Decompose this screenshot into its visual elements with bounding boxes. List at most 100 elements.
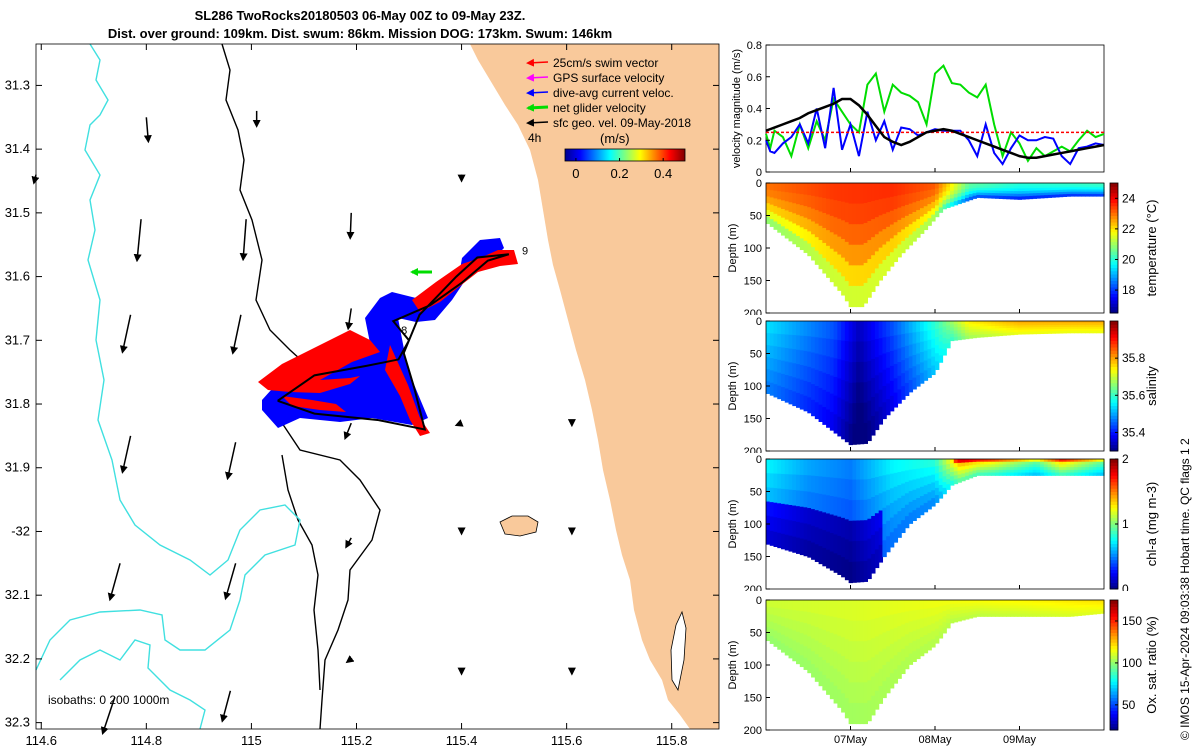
section-cell <box>1002 605 1007 609</box>
section-cell <box>987 472 992 476</box>
section-cell <box>792 223 797 235</box>
section-colorbar-segment <box>1110 257 1118 262</box>
section-cell <box>916 629 921 640</box>
section-cell <box>935 210 940 218</box>
section-cell <box>983 467 989 471</box>
section-cell <box>1096 322 1101 326</box>
section-cell <box>844 202 850 223</box>
section-cell <box>1047 194 1053 198</box>
section-cell <box>976 613 981 617</box>
section-cell <box>1006 321 1011 324</box>
section-cell <box>829 551 835 571</box>
section-cell <box>1010 467 1015 471</box>
section-cell <box>1025 472 1030 476</box>
section-cell <box>833 200 838 218</box>
section-cell <box>844 658 850 680</box>
section-cell <box>916 459 921 470</box>
current-vector-arrow <box>239 219 248 262</box>
section-cell <box>848 244 853 266</box>
section-cell <box>1073 469 1079 474</box>
section-cell <box>833 600 838 618</box>
section-cell <box>897 348 902 363</box>
section-cell <box>848 561 853 584</box>
section-cell <box>980 610 985 615</box>
section-cell <box>931 183 936 190</box>
section-cell <box>1096 469 1101 474</box>
section-cell <box>968 468 974 473</box>
section-cell <box>961 469 966 475</box>
section-cell <box>769 607 775 616</box>
section-cell <box>953 193 959 199</box>
section-cell <box>833 617 838 635</box>
section-cell <box>1021 321 1026 324</box>
section-cell <box>953 183 959 188</box>
section-cell <box>893 335 899 351</box>
section-cell <box>897 626 902 640</box>
section-cell <box>946 325 951 331</box>
section-cell <box>818 642 823 658</box>
section-cell <box>826 230 831 247</box>
section-cell <box>848 682 853 704</box>
section-cell <box>856 382 861 404</box>
section-cell <box>923 467 929 478</box>
section-cell <box>856 702 861 725</box>
section-cell <box>1092 185 1098 188</box>
section-cell <box>1092 469 1098 474</box>
section-cell <box>995 461 1000 466</box>
section-cell <box>777 518 782 534</box>
section-cell <box>781 608 786 618</box>
section-colorbar-segment <box>1110 382 1118 387</box>
section-cell <box>935 194 940 201</box>
section-cell <box>818 240 823 255</box>
section-cell <box>942 464 947 472</box>
section-cell <box>837 497 842 518</box>
section-cell <box>904 493 910 506</box>
section-cell <box>1081 326 1086 330</box>
section-cell <box>882 337 887 355</box>
section-cell <box>844 321 850 342</box>
legend-arrow <box>526 58 549 67</box>
section-cell <box>882 213 887 230</box>
section-cell <box>769 333 775 347</box>
section-cell <box>1073 191 1079 195</box>
section-cell <box>1066 467 1071 471</box>
section-cell <box>1010 605 1015 609</box>
section-cell <box>1081 472 1086 476</box>
section-cell <box>1081 183 1086 186</box>
section-cell <box>1047 610 1053 615</box>
section-cell <box>912 651 917 662</box>
section-cell <box>1040 467 1045 471</box>
section-cell <box>942 616 947 623</box>
section-cell <box>792 321 797 336</box>
section-colorbar-segment <box>1110 694 1118 698</box>
section-cell <box>818 628 823 644</box>
section-cell <box>856 244 861 266</box>
section-cell <box>814 527 820 545</box>
section-cell <box>916 364 921 376</box>
section-cell <box>1010 610 1015 615</box>
section-cell <box>796 378 801 394</box>
section-cell <box>983 185 989 189</box>
section-cell <box>833 234 838 253</box>
section-cell <box>953 327 959 332</box>
section-cell <box>867 660 872 682</box>
section-cell <box>886 352 891 369</box>
section-cell <box>897 600 902 614</box>
section-y-tick-label: 100 <box>744 381 762 393</box>
section-cell <box>1100 602 1105 605</box>
section-colorbar-segment <box>1110 678 1118 682</box>
section-cell <box>777 199 782 209</box>
section-cell <box>777 207 782 217</box>
section-cell <box>841 537 846 558</box>
section-cell <box>777 372 782 387</box>
section-colorbar-segment <box>1110 330 1118 335</box>
section-cell <box>1032 323 1037 326</box>
section-cell <box>766 515 771 531</box>
section-cell <box>773 488 778 504</box>
section-cell <box>867 518 872 540</box>
section-cell <box>799 633 805 645</box>
section-cell <box>938 355 944 363</box>
section-cell <box>878 476 884 494</box>
section-cell <box>1051 472 1056 476</box>
section-cell <box>923 360 929 371</box>
